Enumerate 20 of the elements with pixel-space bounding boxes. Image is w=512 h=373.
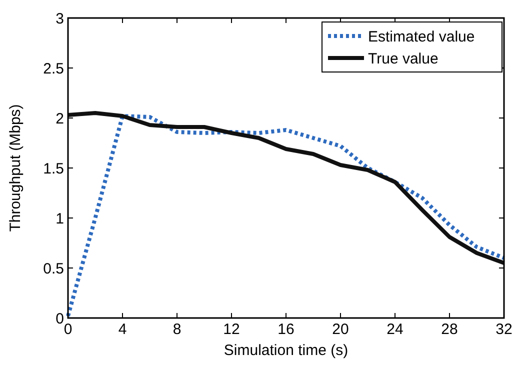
x-tick-label: 16 xyxy=(278,321,294,338)
y-tick-label: 2.5 xyxy=(43,60,64,78)
x-tick-label: 4 xyxy=(118,321,127,338)
x-tick-label: 32 xyxy=(496,321,512,338)
x-tick-label: 24 xyxy=(386,321,404,338)
y-tick-label: 3 xyxy=(56,10,64,28)
x-tick-label: 28 xyxy=(441,321,458,338)
x-axis-title: Simulation time (s) xyxy=(224,342,348,359)
legend-label: Estimated value xyxy=(368,28,475,46)
y-tick-label: 1 xyxy=(56,210,64,228)
line-series xyxy=(66,114,506,318)
x-tick-label: 20 xyxy=(332,321,349,338)
y-tick-label: 2 xyxy=(56,110,64,128)
y-tick-label: 0.5 xyxy=(43,260,64,278)
legend-label: True value xyxy=(368,50,438,68)
y-tick-label: 1.5 xyxy=(43,160,64,178)
line-series xyxy=(66,111,506,265)
x-tick-label: 12 xyxy=(223,321,240,338)
x-tick-label: 8 xyxy=(172,321,182,338)
y-axis-title: Throughput (Mbps) xyxy=(7,104,24,232)
